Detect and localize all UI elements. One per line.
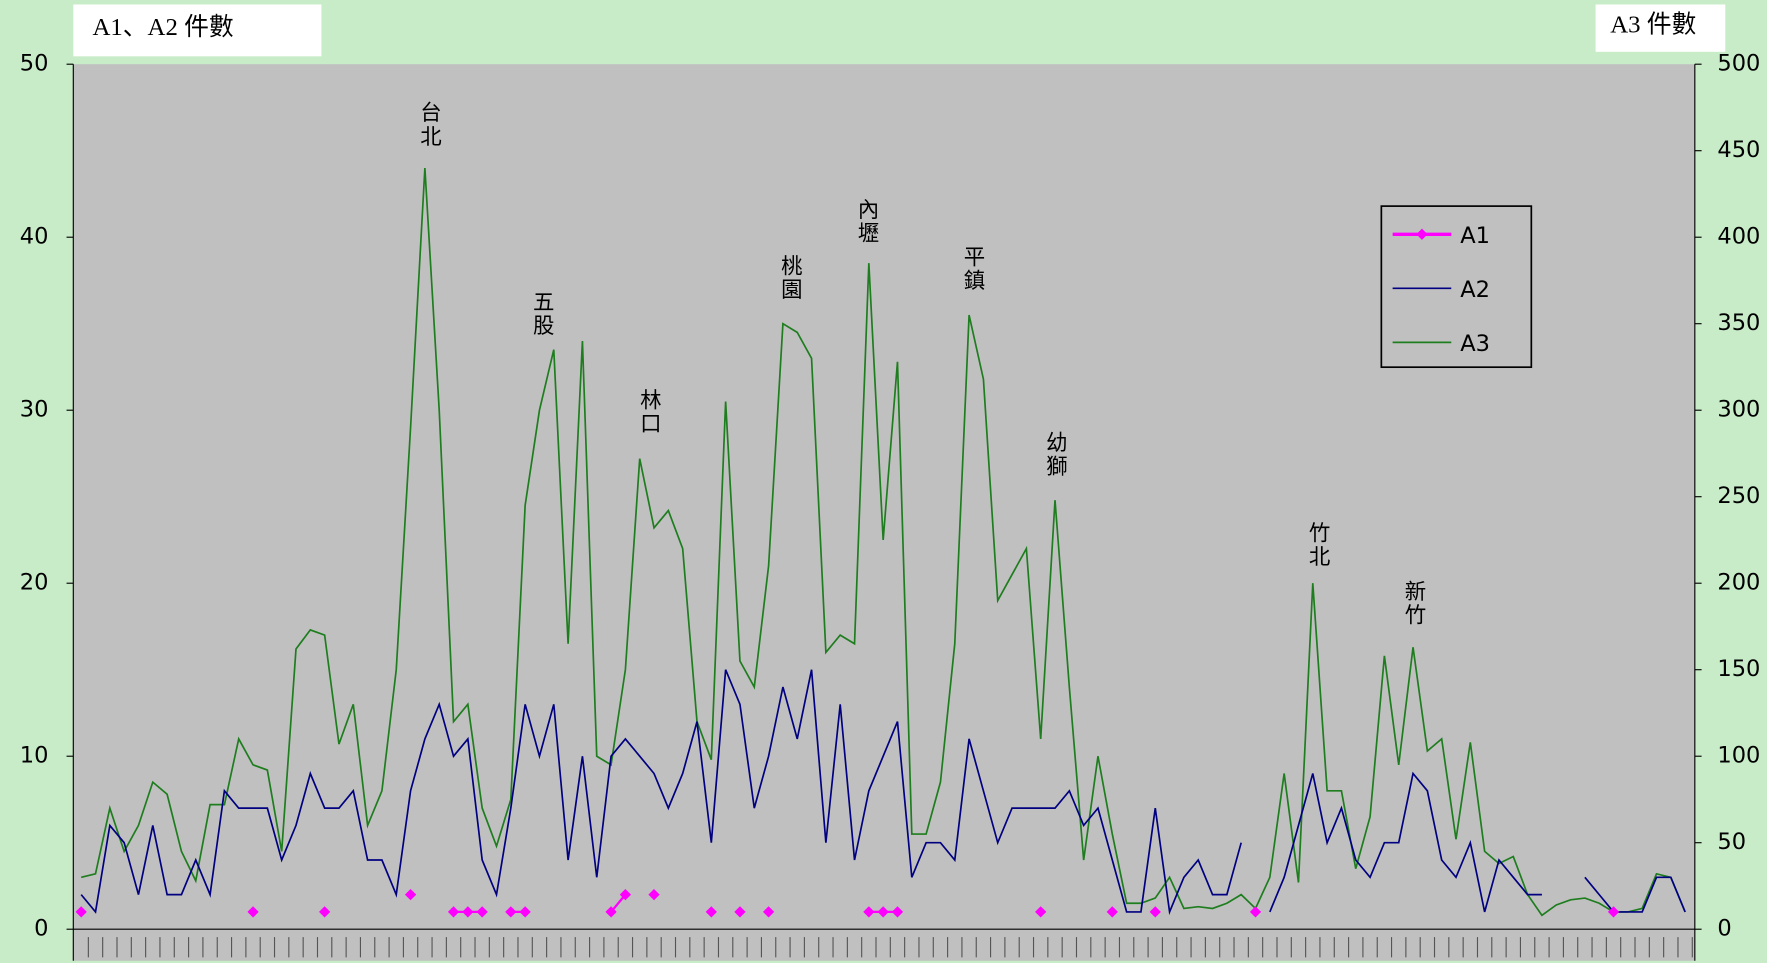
marker xyxy=(705,906,717,918)
series-line xyxy=(80,669,1686,916)
marker xyxy=(404,888,417,901)
marker xyxy=(877,906,889,918)
marker xyxy=(619,888,632,901)
y2-tick-label: 50 xyxy=(1717,829,1746,855)
y2-tick-label: 500 xyxy=(1717,51,1760,77)
marker xyxy=(247,906,259,918)
marker xyxy=(605,906,617,918)
y-tick-label: 40 xyxy=(20,224,49,250)
y-axis-label: A1、A2 件數 xyxy=(92,13,233,41)
marker xyxy=(734,906,746,918)
y2-tick-label: 150 xyxy=(1717,656,1760,682)
annotation: 台北 xyxy=(416,101,441,148)
y2-tick-label: 350 xyxy=(1717,310,1760,336)
marker xyxy=(1607,906,1620,918)
marker xyxy=(505,906,517,918)
y2-tick-label: 100 xyxy=(1717,743,1760,769)
annotation: 五股 xyxy=(529,291,554,338)
marker xyxy=(1249,906,1262,918)
marker xyxy=(1149,906,1161,918)
annotation: 平鎮 xyxy=(960,246,985,293)
y2-tick-label: 450 xyxy=(1717,137,1760,163)
y-tick-label: 30 xyxy=(20,397,49,423)
annotation: 幼獅 xyxy=(1042,431,1067,478)
y2-tick-label: 400 xyxy=(1717,224,1760,250)
y2-label-box xyxy=(1595,4,1726,52)
marker xyxy=(319,906,331,918)
marker xyxy=(648,888,660,901)
series-line xyxy=(80,167,1686,917)
marker xyxy=(476,906,488,918)
annotation: 新竹 xyxy=(1401,580,1426,627)
y-tick-label: 0 xyxy=(34,916,48,942)
annotation: 林口 xyxy=(636,388,661,435)
plot-area xyxy=(73,64,1695,961)
marker xyxy=(863,906,875,918)
legend-label: A2 xyxy=(1460,277,1490,303)
y-tick-label: 20 xyxy=(20,570,49,596)
marker xyxy=(447,906,460,918)
y2-tick-label: 0 xyxy=(1717,916,1731,942)
marker xyxy=(762,906,775,918)
y2-tick-label: 250 xyxy=(1717,483,1760,509)
y2-axis-label: A3 件數 xyxy=(1610,11,1696,39)
marker xyxy=(75,906,87,918)
marker xyxy=(519,906,531,918)
y-tick-label: 50 xyxy=(20,51,49,77)
marker xyxy=(891,906,904,918)
legend-label: A3 xyxy=(1460,331,1490,357)
annotation: 內壢 xyxy=(854,198,879,245)
marker xyxy=(462,906,474,918)
marker xyxy=(1035,906,1047,918)
y2-tick-label: 200 xyxy=(1717,570,1760,596)
annotation: 桃園 xyxy=(777,254,802,301)
legend-label: A1 xyxy=(1460,223,1490,249)
y-label-box xyxy=(73,4,322,57)
annotation: 竹北 xyxy=(1305,521,1330,568)
y-tick-label: 10 xyxy=(20,743,49,769)
marker xyxy=(1106,906,1118,918)
y2-tick-label: 300 xyxy=(1717,397,1760,423)
